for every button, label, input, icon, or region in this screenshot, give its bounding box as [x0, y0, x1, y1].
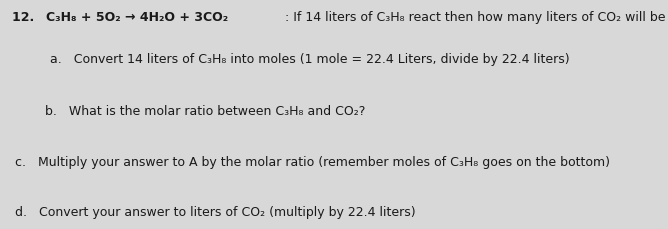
Text: a.   Convert 14 liters of C₃H₈ into moles (1 mole = 22.4 Liters, divide by 22.4 : a. Convert 14 liters of C₃H₈ into moles …: [50, 53, 570, 66]
Text: C₃H₈ + 5O₂ → 4H₂O + 3CO₂: C₃H₈ + 5O₂ → 4H₂O + 3CO₂: [46, 11, 228, 25]
Text: b.   What is the molar ratio between C₃H₈ and CO₂?: b. What is the molar ratio between C₃H₈ …: [45, 105, 366, 118]
Text: c.   Multiply your answer to A by the molar ratio (remember moles of C₃H₈ goes o: c. Multiply your answer to A by the mola…: [15, 156, 610, 169]
Text: : If 14 liters of C₃H₈ react then how many liters of CO₂ will be produced?: : If 14 liters of C₃H₈ react then how ma…: [281, 11, 668, 25]
Text: 12.: 12.: [12, 11, 39, 25]
Text: d.   Convert your answer to liters of CO₂ (multiply by 22.4 liters): d. Convert your answer to liters of CO₂ …: [15, 206, 415, 219]
